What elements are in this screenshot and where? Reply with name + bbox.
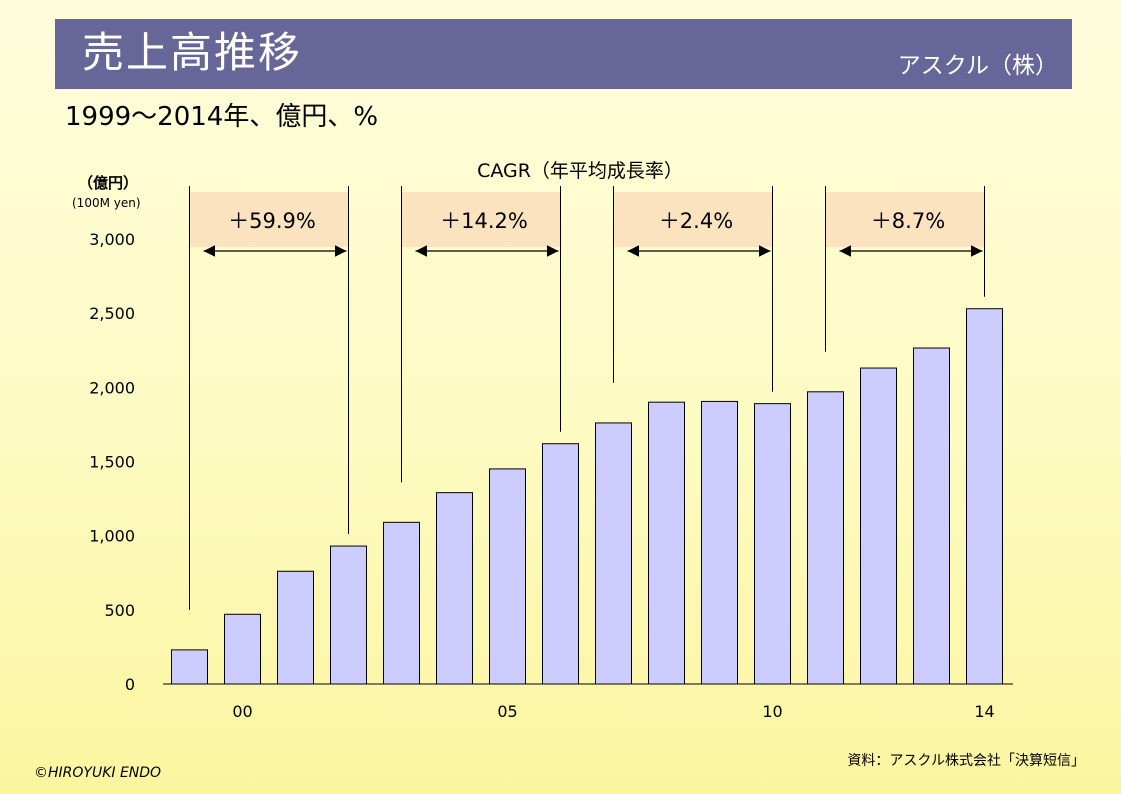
y-tick-label: 500 (104, 601, 135, 620)
cagr-title: CAGR（年平均成長率） (477, 160, 683, 182)
y-tick-label: 2,000 (89, 378, 135, 397)
cagr-label: ＋2.4% (659, 209, 733, 233)
cagr-label: ＋8.7% (871, 209, 945, 233)
bar-2002 (330, 545, 367, 685)
y-unit-label-jp: （億円） (78, 174, 139, 192)
y-tick-label: 1,000 (89, 527, 135, 546)
bar-2004 (436, 492, 473, 685)
source-note: 資料：アスクル株式会社「決算短信」 (847, 753, 1085, 769)
bar-2010 (754, 403, 791, 685)
x-tick-label: 14 (974, 702, 994, 721)
y-tick-label: 1,500 (89, 453, 135, 472)
bar-2001 (277, 570, 314, 685)
cagr-label: ＋14.2% (440, 209, 528, 233)
x-tick-label: 10 (762, 702, 782, 721)
bar-2006 (542, 443, 579, 685)
cagr-label: ＋59.9% (228, 209, 316, 233)
cagr-box (613, 192, 773, 247)
bar-1999 (171, 649, 208, 685)
page-title: 売上高推移 (82, 28, 303, 77)
company-name: アスクル（株） (897, 53, 1058, 79)
x-tick-label: 05 (497, 702, 517, 721)
y-unit-label-en: (100M yen) (72, 196, 141, 210)
bar-2013 (913, 347, 950, 685)
bar-2008 (648, 401, 685, 685)
y-tick-label: 0 (125, 675, 135, 694)
title-bar: 売上高推移 アスクル（株） (55, 19, 1072, 89)
cagr-box (401, 192, 561, 247)
bar-2003 (383, 521, 420, 685)
chart-subtitle: 1999〜2014年、億円、% (65, 102, 379, 132)
cagr-box (825, 192, 985, 247)
bar-2012 (860, 367, 897, 685)
x-tick-label: 00 (232, 702, 252, 721)
bar-2007 (595, 422, 632, 685)
bar-2000 (224, 613, 261, 685)
y-tick-label: 3,000 (89, 230, 135, 249)
cagr-box (189, 192, 349, 247)
copyright-note: ©HIROYUKI ENDO (34, 765, 162, 781)
bar-2009 (701, 400, 738, 685)
bar-2011 (807, 391, 844, 685)
y-tick-label: 2,500 (89, 304, 135, 323)
bar-2014 (966, 308, 1003, 685)
bar-2005 (489, 468, 526, 685)
